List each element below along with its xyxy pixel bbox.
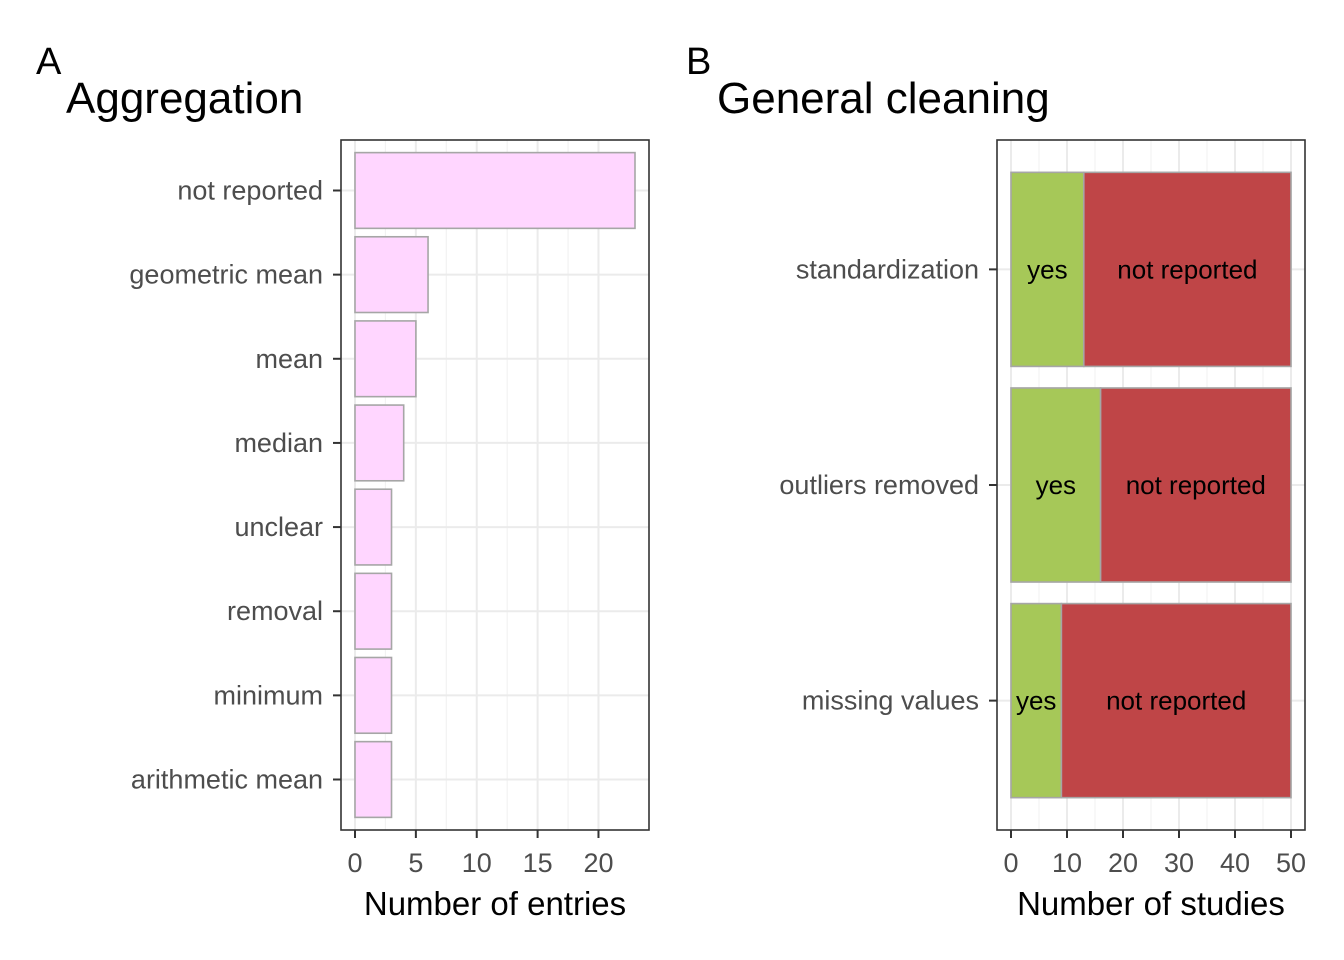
y-tick-label: arithmetic mean: [131, 765, 323, 795]
y-tick-label: missing values: [802, 686, 979, 716]
bar-minimum: [354, 656, 393, 735]
bar-arithmetic-mean: [354, 740, 393, 819]
y-tick-label: standardization: [796, 254, 979, 284]
x-tick-label: 10: [1052, 848, 1082, 878]
segment-label-yes: yes: [1016, 686, 1056, 716]
x-tick-label: 5: [408, 848, 423, 878]
bar-missing-values-not-reported: [1060, 602, 1292, 799]
x-axis-title: Number of studies: [1017, 885, 1285, 922]
x-axis-title: Number of entries: [364, 885, 626, 922]
y-tick-label: geometric mean: [129, 260, 323, 290]
panel-letter: B: [686, 41, 711, 83]
segment-label-not-reported: not reported: [1126, 470, 1266, 500]
x-tick-label: 30: [1164, 848, 1194, 878]
x-tick-label: 50: [1276, 848, 1306, 878]
panel-b: yes not reported yes not reported yes not rep…: [686, 41, 1306, 922]
panel-title: Aggregation: [66, 74, 303, 123]
y-tick-label: not reported: [177, 175, 323, 205]
panel-letter: A: [36, 41, 62, 83]
x-tick-label: 10: [462, 848, 492, 878]
y-tick-label: mean: [255, 344, 323, 374]
y-tick-label: outliers removed: [779, 470, 979, 500]
bar-mean: [354, 320, 417, 398]
x-tick-label: 20: [583, 848, 613, 878]
x-tick-label: 15: [523, 848, 553, 878]
x-tick-label: 0: [347, 848, 362, 878]
panel-a: not reported geometric mean mean median uncl…: [36, 41, 650, 922]
y-tick-label: removal: [227, 596, 323, 626]
bar-standardization-yes: [1010, 171, 1085, 368]
bar-outliers-removed-yes: [1010, 387, 1102, 583]
bar-median: [354, 404, 405, 482]
x-tick-label: 40: [1220, 848, 1250, 878]
bar-standardization-not-reported: [1083, 171, 1292, 368]
x-tick-label: 20: [1108, 848, 1138, 878]
y-tick-label: unclear: [234, 512, 323, 542]
x-tick-label: 0: [1003, 848, 1018, 878]
bar-removal: [354, 572, 393, 650]
bar-missing-values-yes: [1010, 602, 1063, 799]
y-tick-label: minimum: [213, 680, 323, 710]
bar-unclear: [354, 488, 393, 566]
plot-frame: [340, 139, 650, 831]
segment-label-not-reported: not reported: [1106, 686, 1246, 716]
bar-not-reported: [354, 151, 636, 230]
panel-title: General cleaning: [717, 74, 1050, 123]
segment-label-not-reported: not reported: [1117, 254, 1257, 284]
segment-label-yes: yes: [1036, 470, 1076, 500]
segment-label-yes: yes: [1027, 254, 1067, 284]
bar-geometric-mean: [354, 235, 429, 314]
bar-outliers-removed-not-reported: [1099, 387, 1292, 583]
y-tick-label: median: [234, 428, 323, 458]
